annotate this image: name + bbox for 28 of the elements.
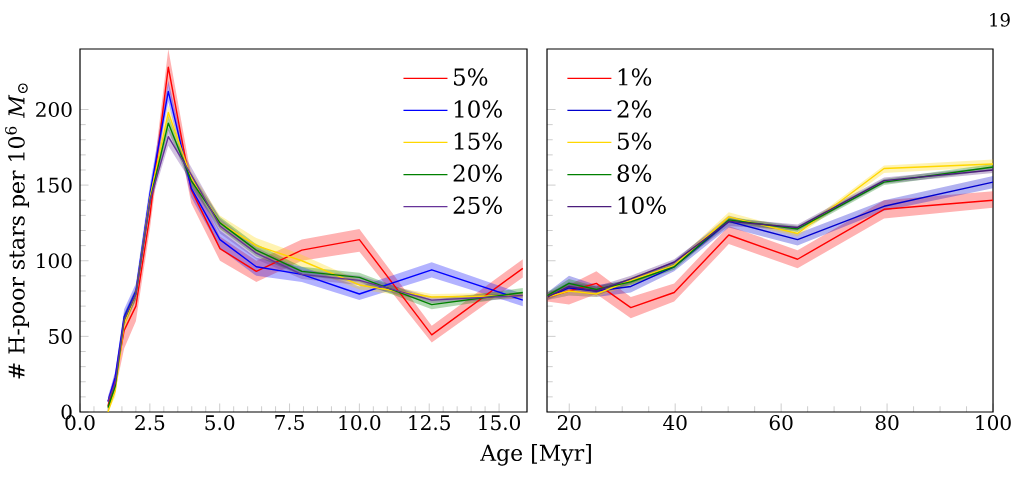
legend-label: 10% bbox=[454, 100, 502, 118]
legend-label: 15% bbox=[454, 132, 502, 150]
x-tick-label: 7.5 bbox=[275, 415, 304, 430]
x-tick-label: 15.0 bbox=[479, 415, 521, 431]
y-tick-label: 150 bbox=[37, 177, 72, 193]
legend-label: 5% bbox=[617, 132, 652, 150]
y-tick-label: 100 bbox=[37, 253, 72, 269]
x-tick-label: 60 bbox=[769, 415, 793, 431]
legend-label: 8% bbox=[617, 164, 652, 182]
legend-label: 2% bbox=[617, 100, 652, 118]
x-tick-label: 100 bbox=[976, 415, 1011, 431]
legend-label: 20% bbox=[453, 164, 502, 182]
y-tick-label: 200 bbox=[36, 101, 72, 118]
text: 19 bbox=[990, 13, 1010, 27]
x-tick-label: 80 bbox=[875, 415, 899, 431]
legend-label: 5% bbox=[454, 68, 488, 86]
x-tick-label: 10.0 bbox=[339, 415, 381, 431]
legend-label: 10% bbox=[618, 196, 666, 214]
x-tick-label: 40 bbox=[663, 415, 687, 431]
x-tick-label: 20 bbox=[557, 415, 581, 431]
x-tick-label: 2.5 bbox=[135, 415, 165, 431]
y-axis-title: # H-poor stars per 10$^{6}$ M$_{⊙}$ bbox=[5, 83, 30, 379]
legend-label: 1% bbox=[618, 68, 652, 86]
x-tick-label: 5.0 bbox=[205, 415, 235, 431]
x-tick-label: 12.5 bbox=[409, 415, 450, 431]
x-axis-title: Age [Myr] bbox=[480, 444, 591, 466]
y-tick-label: 50 bbox=[49, 328, 72, 344]
legend-label: 25% bbox=[453, 196, 502, 214]
